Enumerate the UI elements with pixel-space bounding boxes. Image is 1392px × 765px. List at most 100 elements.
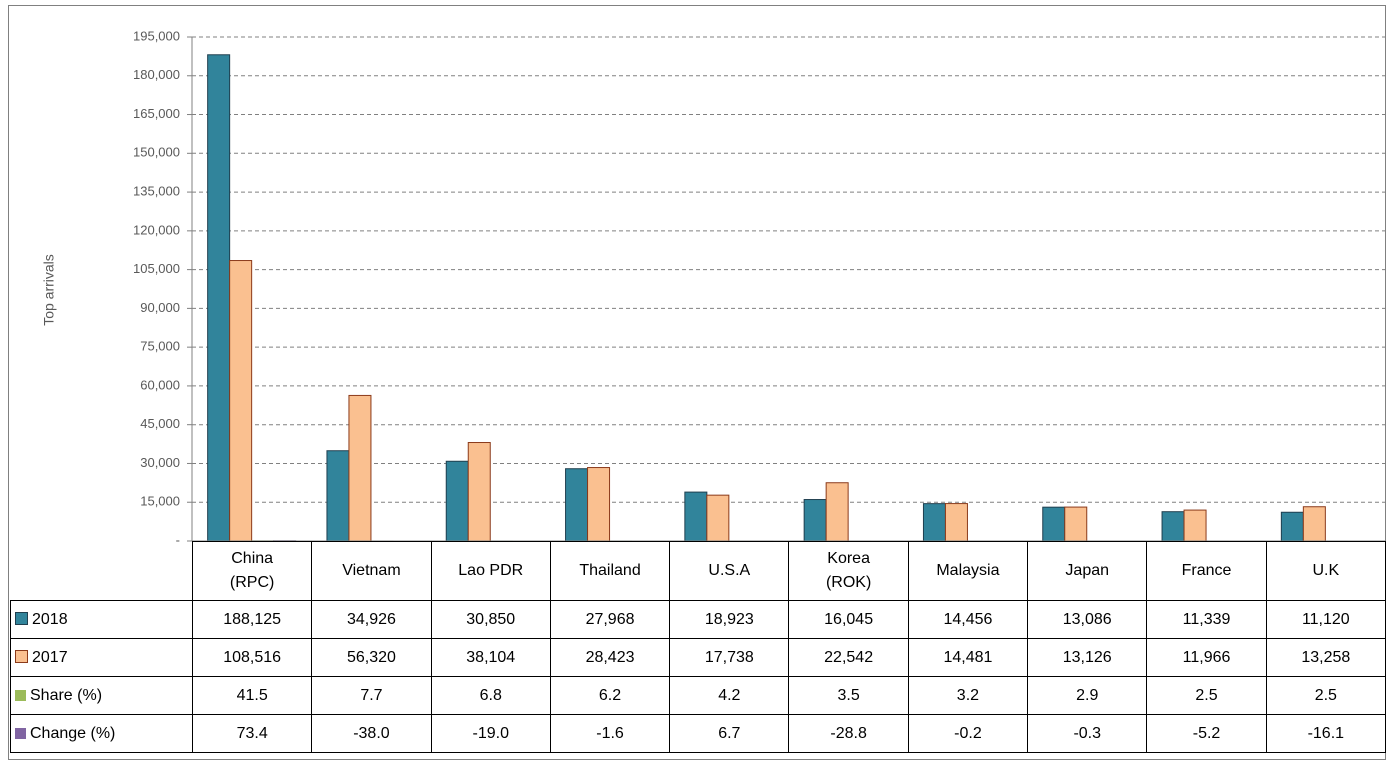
category-cell: Japan (1027, 541, 1148, 601)
table-value: 22,542 (788, 638, 909, 677)
legend-entry: Share (%) (10, 676, 193, 715)
table-value: 28,423 (549, 638, 671, 677)
table-row: Change (%) 73.4 -38.0 -19.0 -1.6 6.7 -28.8 -0.2… (10, 714, 1386, 753)
table-value: 17,738 (669, 638, 790, 677)
table-value: -38.0 (311, 714, 432, 753)
y-tick-label: 150,000 (133, 145, 180, 160)
x-tick-label: U.S.A (708, 562, 751, 579)
y-tick-label: 165,000 (133, 106, 180, 121)
bar (706, 494, 730, 542)
x-tick-label: Vietnam (342, 562, 401, 579)
bar (1042, 506, 1066, 542)
table-value: 2.5 (1265, 676, 1386, 715)
table-value: 108,516 (191, 638, 313, 677)
bar (684, 491, 708, 542)
y-tick-label: 75,000 (140, 339, 180, 354)
y-tick-label: 15,000 (140, 494, 180, 509)
bar (1183, 509, 1207, 542)
table-value: 2.5 (1146, 676, 1267, 715)
table-header-row: China (RPC) Vietnam Lao PDR Thailand U.S.A Ko… (11, 541, 1386, 601)
table-value: 38,104 (430, 638, 551, 677)
table-value: 13,086 (1027, 600, 1148, 639)
table-value: 34,926 (311, 600, 432, 639)
bar (587, 467, 611, 542)
table-value: 6.7 (669, 714, 790, 753)
category-cell: Lao PDR (430, 541, 551, 601)
legend-label: Share (%) (30, 686, 103, 704)
x-tick-label: Lao PDR (458, 562, 524, 579)
bar (467, 442, 491, 542)
legend-label: 2018 (32, 610, 68, 628)
table-value: 18,923 (669, 600, 790, 639)
bar (825, 482, 849, 542)
legend-key (15, 689, 26, 701)
legend-key (15, 611, 28, 625)
table-value: 11,966 (1146, 638, 1267, 677)
bar (348, 394, 372, 542)
table-value: 7.7 (311, 676, 432, 715)
table-value: 41.5 (191, 676, 313, 715)
bar (445, 460, 469, 542)
table-value: 188,125 (191, 600, 313, 639)
y-tick-label: 180,000 (133, 67, 180, 82)
data-table: China (RPC) Vietnam Lao PDR Thailand U.S.A Ko… (10, 541, 1386, 753)
y-tick-label: 90,000 (140, 300, 180, 315)
bar (207, 54, 231, 542)
bar (922, 503, 946, 542)
y-tick-label: 195,000 (133, 28, 180, 43)
table-value: -28.8 (788, 714, 909, 753)
table-row: Share (%) 41.5 7.7 6.8 6.2 4.2 3.5 3.2 2.9 2.5 2.5 (10, 676, 1386, 715)
x-tick-label: France (1181, 562, 1232, 579)
bar (565, 468, 589, 542)
table-row: 2018 188,125 34,926 30,850 27,968 18,923 16,04… (10, 600, 1386, 639)
legend-key (15, 727, 26, 739)
category-cell: Thailand (549, 541, 671, 601)
table-value: 3.5 (788, 676, 909, 715)
legend-entry: Change (%) (10, 714, 193, 753)
table-value: 11,339 (1146, 600, 1267, 639)
table-value: 73.4 (191, 714, 313, 753)
table-value: -1.6 (549, 714, 671, 753)
table-value: 6.8 (430, 676, 551, 715)
category-cell: Malaysia (907, 541, 1029, 601)
category-cell: U.S.A (669, 541, 790, 601)
table-value: 56,320 (311, 638, 432, 677)
table-row: 2017 108,516 56,320 38,104 28,423 17,738 22,54… (10, 638, 1386, 677)
bar (326, 450, 350, 542)
legend-key (15, 649, 28, 663)
bar (1280, 511, 1304, 542)
y-tick-label: 120,000 (133, 222, 180, 237)
table-value: 13,258 (1265, 638, 1386, 677)
bar (944, 503, 968, 542)
table-value: 2.9 (1027, 676, 1148, 715)
table-value: 27,968 (549, 600, 671, 639)
table-value: -19.0 (430, 714, 551, 753)
table-value: 14,456 (907, 600, 1029, 639)
category-cell: Vietnam (311, 541, 432, 601)
table-value: -5.2 (1146, 714, 1267, 753)
category-cell: France (1146, 541, 1267, 601)
chart-border (8, 5, 1386, 760)
legend-entry: 2018 (10, 600, 193, 639)
table-value: 3.2 (907, 676, 1029, 715)
table-value: -16.1 (1265, 714, 1386, 753)
table-value: 14,481 (907, 638, 1029, 677)
bar (803, 499, 827, 542)
category-cell: Korea (ROK) (788, 541, 909, 601)
y-axis-label: Top arrivals (41, 254, 57, 326)
table-corner (11, 542, 193, 601)
table-value: 16,045 (788, 600, 909, 639)
bar (1302, 506, 1326, 542)
bar (1161, 511, 1185, 542)
x-tick-label: U.K (1312, 562, 1340, 579)
table-value: 11,120 (1265, 600, 1386, 639)
y-tick-label: 30,000 (140, 455, 180, 470)
table-value: -0.2 (907, 714, 1029, 753)
y-tick-label: 45,000 (140, 416, 180, 431)
bar (229, 260, 253, 542)
y-tick-label: 60,000 (140, 377, 180, 392)
table-value: 13,126 (1027, 638, 1148, 677)
bar (1064, 506, 1088, 542)
